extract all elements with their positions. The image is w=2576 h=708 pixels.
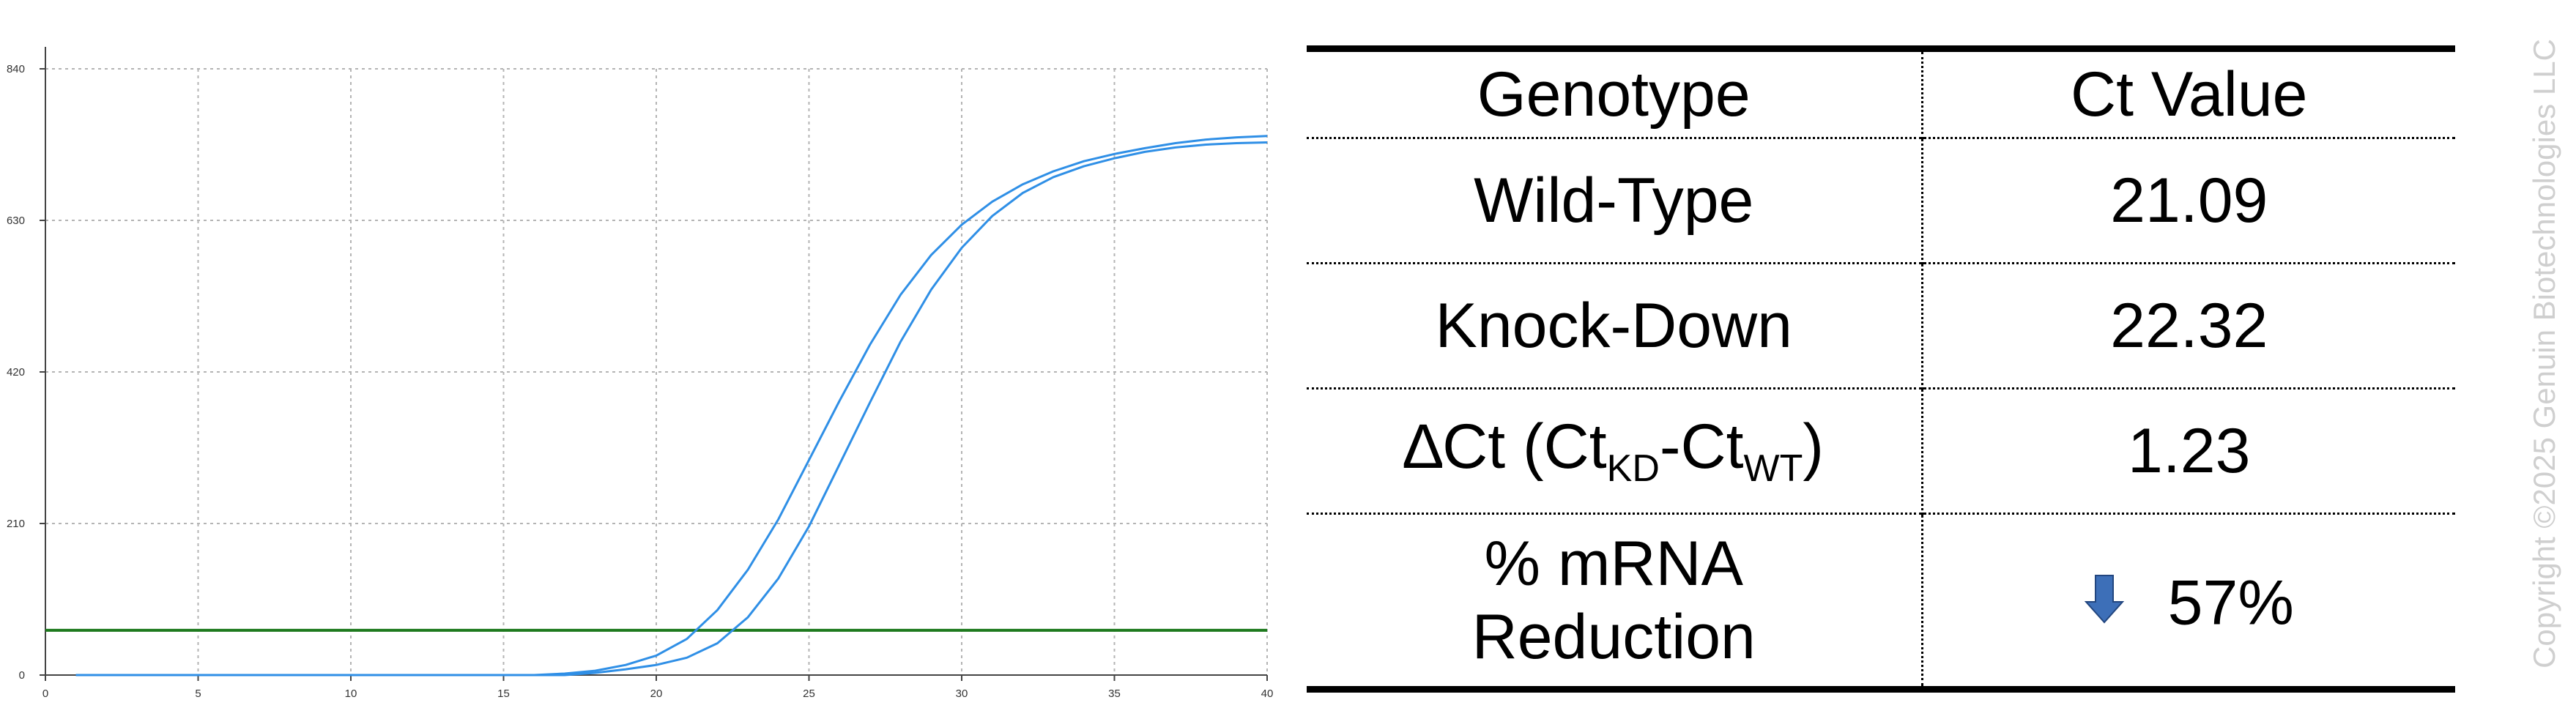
x-tick-label: 30 [956, 687, 968, 700]
table-row: Knock-Down 22.32 [1307, 263, 2455, 389]
table-header-row: Genotype Ct Value [1307, 48, 2455, 138]
table-row: ∆Ct (CtKD-CtWT) 1.23 [1307, 388, 2455, 514]
reduction-cell: 57% [1922, 514, 2455, 690]
y-tick-label: 0 [19, 669, 25, 682]
amplification-curve-1 [75, 135, 1268, 677]
results-table: Genotype Ct Value Wild-Type 21.09 Knock-… [1307, 45, 2455, 693]
x-tick-label: 20 [650, 687, 663, 700]
header-ct-value: Ct Value [2071, 59, 2308, 130]
ct-knock-down: 22.32 [2110, 291, 2268, 361]
table-row: % mRNA Reduction 57% [1307, 513, 2455, 690]
reduction-value: 57% [2167, 567, 2294, 638]
x-tick-label: 25 [803, 687, 815, 700]
copyright-watermark: Copyright ©2025 Genuin Biotechnologies L… [2527, 39, 2561, 668]
delta-ct-value: 1.23 [2128, 416, 2251, 486]
y-tick-label: 840 [7, 63, 25, 75]
y-tick-label: 630 [7, 215, 25, 227]
x-tick-label: 40 [1261, 687, 1274, 700]
reduction-label: % mRNA Reduction [1307, 513, 1923, 690]
down-arrow-icon [2084, 566, 2124, 639]
delta-ct-label: ∆Ct (CtKD-CtWT) [1307, 388, 1923, 514]
reduction-label-line1: % mRNA [1484, 529, 1744, 599]
amplification-plot: 0 5 10 15 20 25 30 35 40 0 210 420 630 840 [7, 47, 1274, 700]
delta-ct-prefix: ∆Ct (Ct [1403, 411, 1607, 482]
genotype-wild-type: Wild-Type [1307, 138, 1923, 264]
header-genotype: Genotype [1307, 48, 1923, 138]
x-tick-label: 35 [1108, 687, 1121, 700]
delta-ct-sub-wt: WT [1743, 447, 1803, 490]
ct-wild-type: 21.09 [2110, 165, 2268, 236]
x-tick-label: 10 [345, 687, 357, 700]
amplification-curve-2 [75, 141, 1268, 677]
delta-ct-mid: -Ct [1659, 411, 1744, 482]
genotype-knock-down: Knock-Down [1307, 263, 1923, 389]
amplification-chart: 0 5 10 15 20 25 30 35 40 0 210 420 630 840 [7, 47, 1274, 700]
y-tick-label: 420 [7, 366, 25, 379]
reduction-label-line2: Reduction [1471, 602, 1756, 672]
x-tick-label: 0 [42, 687, 48, 700]
delta-ct-suffix: ) [1803, 411, 1825, 482]
delta-ct-sub-kd: KD [1606, 447, 1660, 490]
x-tick-label: 15 [497, 687, 510, 700]
y-tick-label: 210 [7, 518, 25, 530]
table-row: Wild-Type 21.09 [1307, 138, 2455, 264]
x-tick-label: 5 [195, 687, 201, 700]
